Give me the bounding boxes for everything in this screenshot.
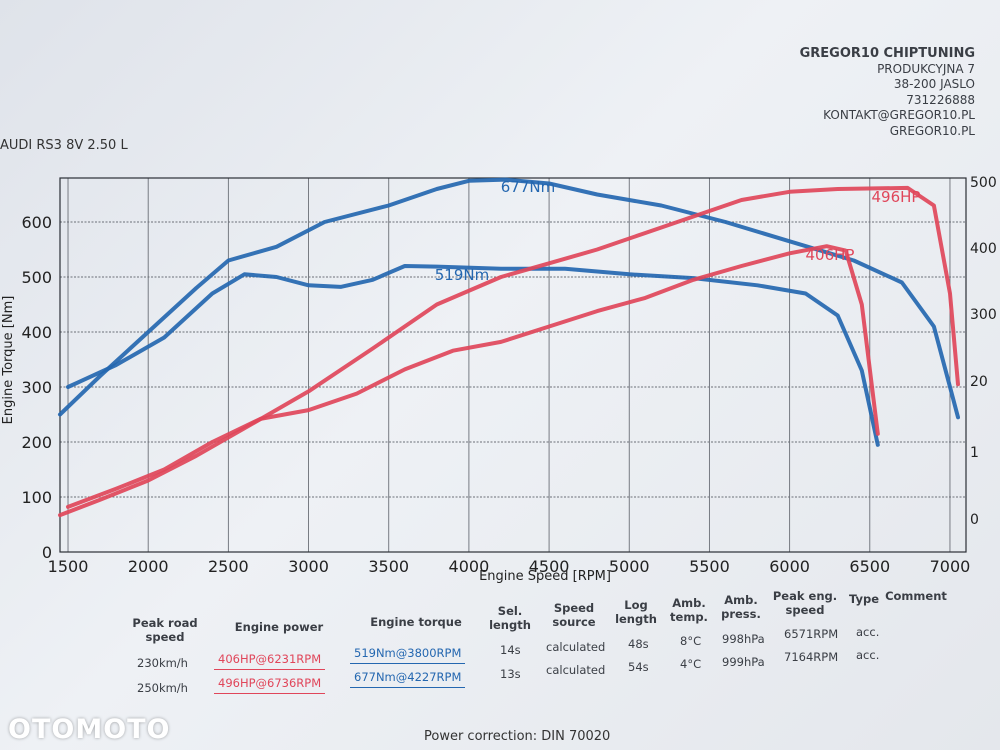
vehicle-title: AUDI RS3 8V 2.50 L <box>0 138 128 153</box>
company-street: PRODUKCYJNA 7 <box>877 61 975 76</box>
x-tick-label-5: 4000 <box>449 557 490 576</box>
x-tick-label-10: 6500 <box>849 557 890 576</box>
y-axis-label: Engine Torque [Nm] <box>1 296 16 425</box>
peak-label-3: 406HP <box>806 246 855 264</box>
y2-tick-label-2: 300 <box>970 307 997 323</box>
plot-frame <box>59 177 967 553</box>
company-phone: 731226888 <box>906 92 975 107</box>
x-tick-label-11: 7000 <box>930 557 971 576</box>
x-tick-label-1: 2000 <box>128 557 169 576</box>
y-tick-label-2: 200 <box>21 433 52 452</box>
company-website: GREGOR10.PL <box>889 123 975 138</box>
company-city: 38-200 JASLO <box>893 77 975 91</box>
y-tick-label-4: 400 <box>21 323 52 342</box>
x-tick-label-6: 4500 <box>529 557 570 576</box>
peak-label-1: 519Nm <box>435 266 489 284</box>
peak-label-0: 677Nm <box>501 178 555 196</box>
y2-tick-label-4: 1 <box>970 445 979 461</box>
x-tick-label-4: 3500 <box>368 557 409 576</box>
power-correction-note: Power correction: DIN 70020 <box>424 729 611 744</box>
x-axis-label: Engine Speed [RPM] <box>479 569 611 584</box>
y-axis-ticks: 0 100 200 300 400 500 600 <box>21 213 52 562</box>
y2-tick-label-0: 500 <box>970 175 997 191</box>
y2-tick-label-5: 0 <box>970 512 979 528</box>
chart-peak-labels: 677Nm 519Nm 496HP 406HP <box>435 178 921 284</box>
y2-tick-label-1: 400 <box>970 241 997 257</box>
company-name: GREGOR10 CHIPTUNING <box>799 46 975 61</box>
x-tick-label-2: 2500 <box>208 557 249 576</box>
x-tick-label-3: 3000 <box>288 557 329 576</box>
y-tick-label-1: 100 <box>21 488 52 507</box>
y2-axis-ticks: 500 400 300 20 1 0 <box>970 175 997 528</box>
otomoto-watermark: OTOMOTO <box>8 714 171 745</box>
chart-series <box>58 177 960 518</box>
y-tick-label-3: 300 <box>21 378 52 397</box>
peak-label-2: 496HP <box>872 188 921 206</box>
y-tick-label-0: 0 <box>42 543 52 562</box>
x-tick-label-0: 1500 <box>48 557 89 576</box>
series-line-torque-tuned <box>58 177 960 420</box>
x-tick-label-8: 5500 <box>689 557 730 576</box>
chart-grid <box>60 178 966 552</box>
company-email: KONTAKT@GREGOR10.PL <box>823 108 975 122</box>
y-tick-label-6: 600 <box>21 213 52 232</box>
y-tick-label-5: 500 <box>21 268 52 287</box>
x-axis-ticks: 1500 2000 2500 3000 3500 4000 4500 5000 5500 6000… <box>48 557 971 576</box>
series-line-torque-stock <box>66 264 880 447</box>
series-line-power-stock <box>66 244 880 509</box>
series-line-power-tuned <box>58 185 960 518</box>
x-tick-label-9: 6000 <box>769 557 810 576</box>
company-block: GREGOR10 CHIPTUNING PRODUKCYJNA 7 38-200… <box>800 46 975 139</box>
y2-tick-label-3: 20 <box>970 374 988 390</box>
x-tick-label-7: 5000 <box>609 557 650 576</box>
